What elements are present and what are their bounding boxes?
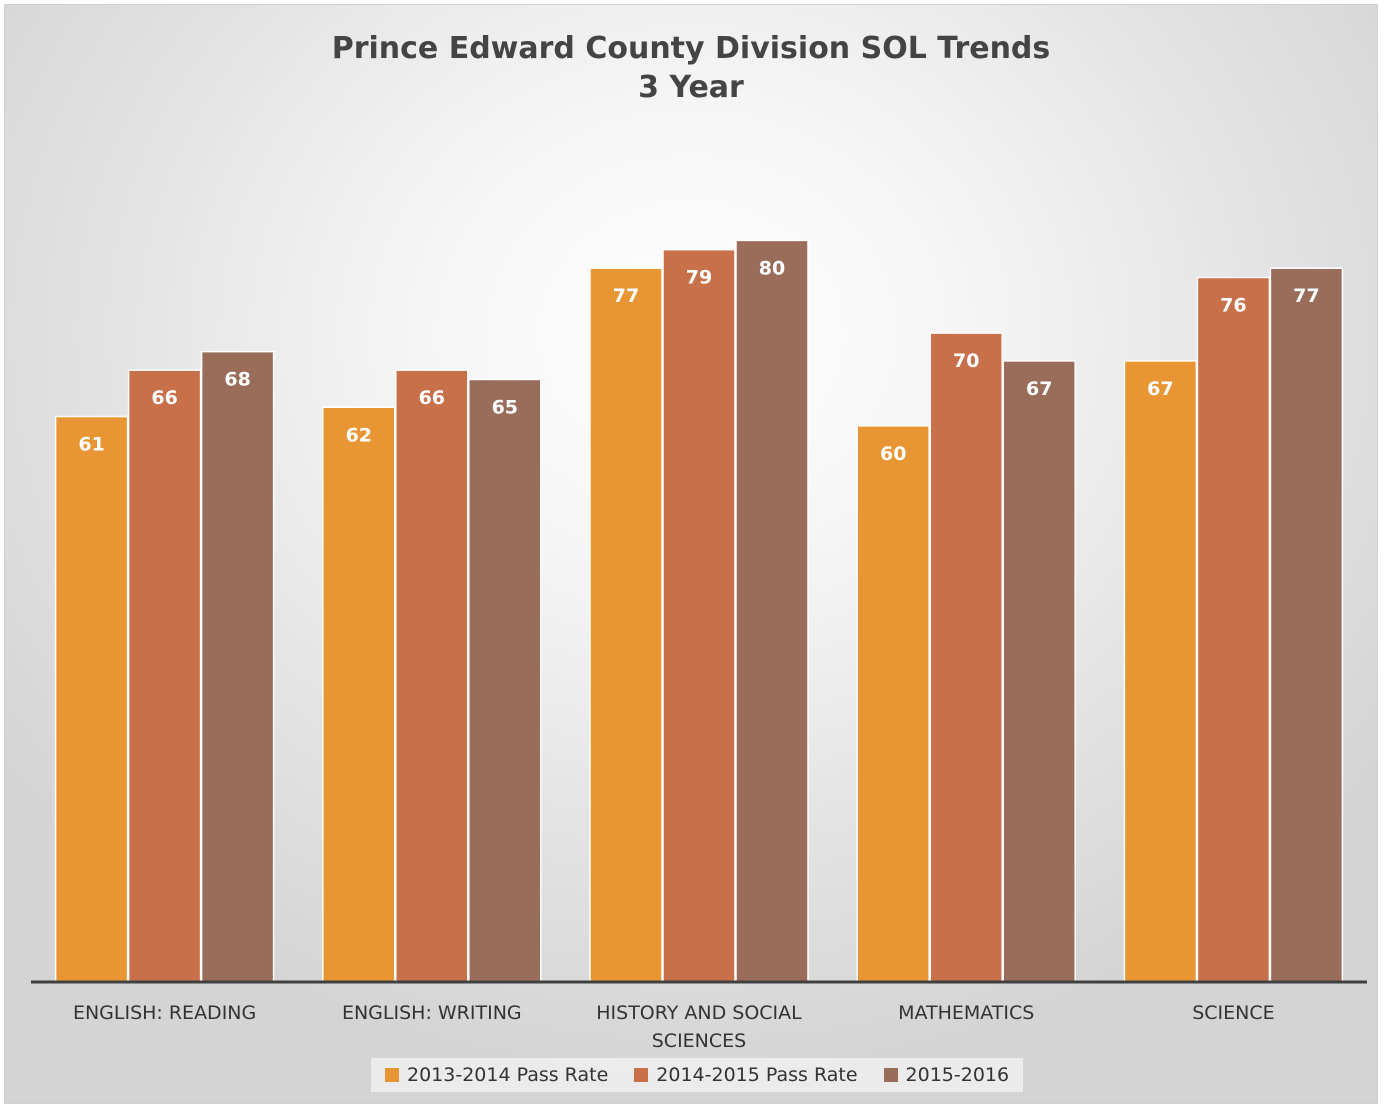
data-label-2-series-3: 65 — [492, 396, 518, 418]
data-label-1-series-1: 61 — [78, 434, 104, 456]
chart-title: Prince Edward County Division SOL Trends… — [5, 29, 1377, 107]
data-label-2-series-2: 66 — [419, 387, 445, 409]
bar-3-series-3 — [735, 239, 809, 983]
bar-1-series-1 — [54, 415, 129, 983]
data-label-5-series-2: 76 — [1220, 294, 1246, 316]
legend-label-1: 2013-2014 Pass Rate — [407, 1064, 609, 1086]
x-tick-label-3: HISTORY AND SOCIAL SCIENCES — [596, 1002, 802, 1052]
data-label-3-series-3: 80 — [759, 257, 785, 279]
data-label-5-series-3: 77 — [1293, 285, 1319, 307]
bar-4-series-1 — [856, 425, 930, 983]
legend-swatch-3 — [883, 1068, 898, 1082]
legend: 2013-2014 Pass Rate 2014-2015 Pass Rate 20… — [371, 1058, 1024, 1092]
legend-swatch-2 — [634, 1068, 649, 1082]
x-tick-label-5: SCIENCE — [1192, 1002, 1274, 1024]
data-label-4-series-2: 70 — [953, 350, 979, 372]
bar-2-series-3 — [468, 378, 542, 983]
bar-2-series-1 — [322, 406, 396, 983]
bar-5-series-2 — [1196, 276, 1271, 983]
bar-3-series-1 — [589, 267, 663, 983]
bar-4-series-2 — [929, 332, 1003, 983]
legend-label-3: 2015-2016 — [905, 1064, 1010, 1086]
data-label-3-series-1: 77 — [613, 285, 639, 307]
data-label-5-series-1: 67 — [1147, 378, 1173, 400]
legend-item-1: 2013-2014 Pass Rate — [385, 1064, 608, 1086]
x-tick-label-4: MATHEMATICS — [898, 1002, 1034, 1024]
data-label-3-series-2: 79 — [686, 267, 712, 289]
chart-title-line: Prince Edward County Division SOL Trends — [331, 31, 1051, 66]
bar-2-series-2 — [395, 369, 469, 983]
legend-item-2: 2014-2015 Pass Rate — [634, 1064, 858, 1086]
plot-area: 61 66 68 ENGLISH: READING 62 66 65 ENGLISH: WRI… — [31, 239, 1367, 1052]
data-label-1-series-2: 66 — [151, 387, 177, 409]
chart-frame: Prince Edward County Division SOL Trends… — [4, 4, 1378, 1104]
bar-1-series-2 — [127, 369, 202, 983]
bar-5-series-1 — [1123, 360, 1198, 983]
data-label-4-series-3: 67 — [1026, 378, 1052, 400]
bar-3-series-2 — [662, 248, 736, 983]
legend-swatch-1 — [385, 1068, 399, 1082]
x-tick-label-1: ENGLISH: READING — [73, 1002, 256, 1024]
legend-label-2: 2014-2015 Pass Rate — [656, 1064, 858, 1086]
data-label-4-series-1: 60 — [880, 443, 906, 465]
data-label-1-series-3: 68 — [224, 369, 250, 391]
chart-subtitle-line: 3 Year — [638, 70, 744, 105]
data-label-2-series-1: 62 — [346, 424, 372, 446]
bar-1-series-3 — [200, 350, 275, 983]
bar-5-series-3 — [1269, 267, 1344, 983]
x-tick-label-2: ENGLISH: WRITING — [342, 1002, 522, 1024]
bar-4-series-3 — [1002, 360, 1076, 983]
legend-item-3: 2015-2016 — [883, 1064, 1010, 1086]
